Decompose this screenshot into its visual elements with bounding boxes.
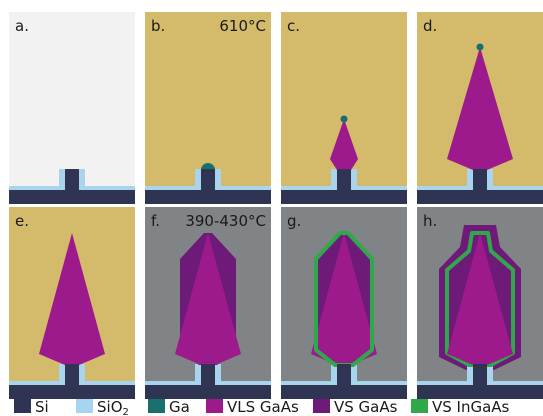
legend-label-vls-gaas: VLS GaAs bbox=[227, 398, 299, 416]
legend-label-vs-ingaas: VS InGaAs bbox=[432, 398, 510, 416]
vls-gaas-nanowire bbox=[311, 233, 377, 365]
panel-h: h. bbox=[417, 207, 543, 399]
si-pillar-front bbox=[473, 364, 487, 385]
panel-temperature: 390-430°C bbox=[185, 212, 266, 230]
si-substrate bbox=[145, 385, 271, 399]
ga-droplet bbox=[340, 115, 348, 123]
si-pillar-front bbox=[337, 169, 351, 190]
vls-gaas-nanowire bbox=[447, 47, 513, 170]
panel-label: d. bbox=[423, 17, 437, 35]
si-pillar-front bbox=[201, 364, 215, 385]
panel-label: e. bbox=[15, 212, 29, 230]
legend-label-vs-gaas: VS GaAs bbox=[334, 398, 398, 416]
si-pillar-front bbox=[65, 364, 79, 385]
panel-b: b. 610°C bbox=[145, 12, 271, 204]
legend-subscript: 2 bbox=[123, 407, 129, 416]
vs-ingaas-layer bbox=[314, 231, 374, 367]
panel-g: g. bbox=[281, 207, 407, 399]
panel-label: b. bbox=[151, 17, 165, 35]
panel-d: d. bbox=[417, 12, 543, 204]
legend-swatch-vs-gaas bbox=[313, 399, 330, 413]
vls-gaas-nanowire bbox=[447, 233, 513, 365]
panel-label: h. bbox=[423, 212, 437, 230]
legend-label-sio2: SiO2 bbox=[97, 398, 129, 416]
vls-gaas-nanowire bbox=[39, 233, 105, 365]
panel-label: c. bbox=[287, 17, 300, 35]
ga-droplet bbox=[476, 43, 484, 51]
si-substrate bbox=[417, 190, 543, 204]
legend-swatch-vs-ingaas bbox=[411, 399, 428, 413]
legend-label-si: Si bbox=[35, 398, 49, 416]
ga-droplet bbox=[201, 163, 215, 170]
panel-c: c. bbox=[281, 12, 407, 204]
si-pillar-front bbox=[65, 169, 79, 190]
si-substrate bbox=[9, 190, 135, 204]
si-substrate bbox=[417, 385, 543, 399]
si-substrate bbox=[9, 385, 135, 399]
vls-gaas-nanowire bbox=[330, 119, 358, 170]
si-substrate bbox=[145, 190, 271, 204]
panel-label: f. bbox=[151, 212, 160, 230]
si-pillar-front bbox=[473, 169, 487, 190]
legend-swatch-si bbox=[14, 399, 31, 413]
panel-label: g. bbox=[287, 212, 301, 230]
panel-a: a. bbox=[9, 12, 135, 204]
si-substrate bbox=[281, 385, 407, 399]
legend-swatch-ga bbox=[148, 399, 165, 413]
panel-temperature: 610°C bbox=[219, 17, 266, 35]
si-pillar-front bbox=[337, 364, 351, 385]
legend-swatch-sio2 bbox=[76, 399, 93, 413]
si-substrate bbox=[281, 190, 407, 204]
panel-f: f. 390-430°C bbox=[145, 207, 271, 399]
legend-swatch-vls-gaas bbox=[206, 399, 223, 413]
legend-label-ga: Ga bbox=[169, 398, 190, 416]
panel-e: e. bbox=[9, 207, 135, 399]
legend: Si SiO2 Ga VLS GaAs VS GaAs VS InGaAs bbox=[14, 398, 510, 416]
vls-gaas-nanowire bbox=[175, 233, 241, 365]
panel-label: a. bbox=[15, 17, 29, 35]
si-pillar-front bbox=[201, 169, 215, 190]
